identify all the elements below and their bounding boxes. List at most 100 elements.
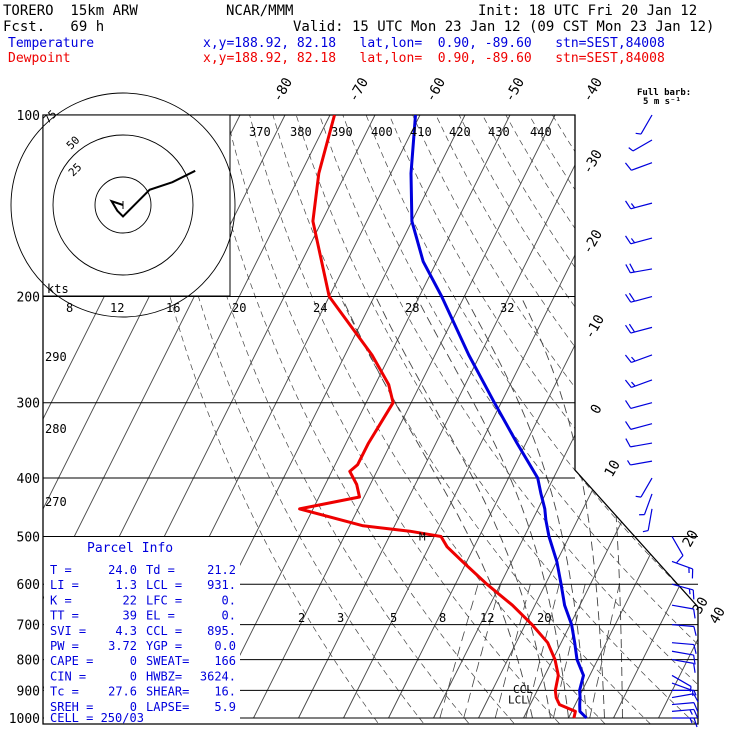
dry-adiabat (202, 115, 521, 724)
dry-adiabat (715, 115, 740, 731)
max-marker: M (419, 530, 426, 543)
isobar-label: 400 (17, 472, 40, 487)
parcel-row-label: K = (50, 593, 72, 607)
dry-adiabat (365, 115, 698, 724)
parcel-row-value-2: 0.0 (214, 639, 236, 653)
mixing-ratio-label: 20 (537, 611, 551, 625)
isotherm-label: -70 (346, 75, 373, 105)
wind-barb (671, 702, 699, 712)
isotherm-label: -50 (502, 75, 529, 105)
hodograph-frame (42, 114, 231, 297)
theta-label: 410 (410, 125, 432, 139)
wind-barb (635, 477, 653, 498)
isobar-label: 200 (17, 291, 40, 306)
wind-barb-shaft (671, 702, 694, 706)
wind-barb-shaft (632, 139, 653, 152)
wind-barb-shaft (631, 354, 653, 364)
dry-adiabat (552, 115, 698, 724)
parcel-row-value: 22 (123, 593, 137, 607)
parcel-row-label-2: LFC = (146, 593, 182, 607)
dewpoint-location: x,y=188.92, 82.18 lat,lon= 0.90, -89.60 … (203, 51, 665, 66)
wind-barb-shaft (630, 460, 653, 466)
wind-barb-flag (693, 709, 699, 719)
parcel-row-label-2: SHEAR= (146, 685, 189, 699)
wind-barb-shaft (647, 508, 653, 531)
wind-barb (625, 421, 653, 430)
wind-barb (624, 354, 653, 364)
wind-barb-flag (693, 663, 696, 673)
wind-barb (624, 379, 653, 389)
parcel-row-label: CIN = (50, 669, 86, 683)
wind-barb-flag (676, 555, 684, 564)
wind-barb-half-flag (693, 690, 697, 696)
isotherm (523, 115, 698, 719)
wind-barb (671, 536, 684, 564)
wind-barb (625, 438, 653, 448)
dry-adiabat (388, 115, 698, 724)
wind-barb (625, 235, 653, 245)
dry-adiabat (319, 115, 698, 724)
wind-barb-flag (625, 293, 632, 303)
mixing-ratio-label: 5 (390, 611, 397, 625)
isobar-label: 300 (17, 397, 40, 412)
wind-barb-half-flag (631, 381, 636, 387)
wind-barb-half-flag (630, 203, 636, 209)
isotherm (433, 115, 698, 719)
wind-barb-shaft (631, 379, 653, 389)
wind-barb-half-flag (626, 460, 631, 466)
temperature-legend: Temperature (8, 36, 95, 51)
barb-key-label: Full barb: (637, 88, 692, 98)
wind-barb-shaft (630, 442, 653, 448)
wind-barb-shaft (671, 604, 694, 610)
wind-barb-flag (625, 235, 632, 245)
wind-barb-shaft (671, 536, 684, 556)
dry-adiabat (179, 115, 476, 724)
plot-frame (42, 114, 699, 725)
init-time: Init: 18 UTC Fri 20 Jan 12 (478, 3, 698, 19)
wind-barb (671, 560, 694, 579)
parcel-row-value: 0 (130, 669, 137, 683)
isotherm (253, 115, 556, 719)
parcel-row-label-2: HWBZ= (146, 669, 182, 683)
wind-barb-flag (693, 626, 697, 636)
mixing-ratio-line (463, 584, 501, 719)
barb-key-value: 5 m s⁻¹ (643, 97, 681, 107)
wind-barb-flag (624, 162, 632, 171)
wind-barb-half-flag (688, 588, 691, 595)
hodograph-ring (94, 176, 152, 234)
dry-adiabat (156, 115, 430, 724)
hodograph-speed-label: 16 (166, 301, 180, 315)
wind-barb-half-flag (689, 709, 693, 715)
parcel-row-value: 1.3 (115, 578, 137, 592)
isotherm-label: 10 (602, 457, 624, 480)
wind-barb-shaft (640, 477, 653, 498)
theta-label: 380 (290, 125, 312, 139)
isotherm (704, 115, 740, 718)
wind-barb (628, 139, 653, 152)
dry-adiabat-label: 290 (45, 350, 67, 364)
parcel-info-panel (44, 537, 240, 723)
parcel-row-label-2: YGP = (146, 639, 182, 653)
dry-adiabat (598, 115, 698, 724)
wind-barb-half-flag (689, 717, 693, 724)
dry-adiabat (412, 115, 698, 724)
hodograph-unit-label: kts (47, 282, 69, 296)
wind-barb-shaft (671, 658, 694, 664)
wind-barb-flag (629, 263, 635, 273)
wind-barb-shaft (671, 642, 694, 646)
theta-label: 430 (488, 125, 510, 139)
parcel-row-value: 0 (130, 700, 137, 714)
wind-barb (671, 623, 697, 636)
isotherm-label: -20 (580, 227, 607, 257)
wind-barb-flag (693, 654, 696, 665)
isotherm-label: 30 (690, 594, 712, 617)
wind-barb (671, 682, 694, 696)
parcel-row-value-2: 5.9 (214, 700, 236, 714)
temperature-location: x,y=188.92, 82.18 lat,lon= 0.90, -89.60 … (203, 36, 665, 51)
moist-adiabat (520, 296, 605, 719)
parcel-cell: CELL = 250/03 (50, 711, 144, 725)
wind-barb-flag (693, 644, 697, 654)
parcel-row-label-2: CCL = (146, 624, 182, 638)
mixing-ratio-label: 3 (337, 611, 344, 625)
